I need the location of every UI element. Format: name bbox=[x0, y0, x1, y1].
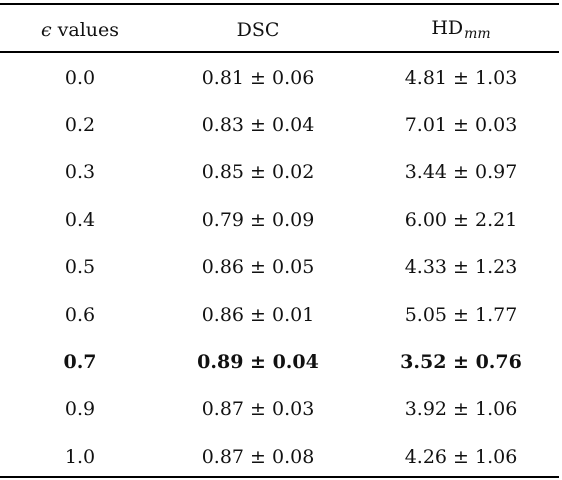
table-header: ϵ values DSC HDmm bbox=[0, 14, 559, 46]
epsilon-value-cell: 0.6 bbox=[64, 303, 96, 326]
hd-value-cell: 3.92 ± 1.06 bbox=[404, 398, 518, 421]
header-hd-subscript: mm bbox=[464, 26, 491, 42]
table-row: 0.7 0.89 ± 0.04 3.52 ± 0.76 bbox=[0, 346, 559, 378]
hd-value-cell: 3.52 ± 0.76 bbox=[400, 350, 522, 373]
hd-value-cell: 4.26 ± 1.06 bbox=[404, 445, 518, 468]
epsilon-value-cell: 0.9 bbox=[64, 398, 96, 421]
header-epsilon-label: values bbox=[51, 18, 120, 41]
hd-value-cell: 3.44 ± 0.97 bbox=[404, 161, 518, 184]
dsc-value-cell: 0.86 ± 0.05 bbox=[201, 256, 315, 279]
bottom-rule bbox=[0, 476, 559, 478]
hd-value-cell: 4.33 ± 1.23 bbox=[404, 256, 518, 279]
epsilon-value-cell: 0.2 bbox=[64, 113, 96, 136]
table-row: 0.0 0.81 ± 0.06 4.81 ± 1.03 bbox=[0, 62, 559, 94]
table-row: 0.4 0.79 ± 0.09 6.00 ± 2.21 bbox=[0, 204, 559, 236]
dsc-value-cell: 0.89 ± 0.04 bbox=[197, 350, 319, 373]
hd-value-cell: 5.05 ± 1.77 bbox=[404, 303, 518, 326]
hd-value-cell: 7.01 ± 0.03 bbox=[404, 113, 518, 136]
header-epsilon-values: ϵ values bbox=[40, 18, 120, 41]
top-rule bbox=[0, 3, 559, 5]
hd-value-cell: 6.00 ± 2.21 bbox=[404, 208, 518, 231]
dsc-value-cell: 0.79 ± 0.09 bbox=[201, 208, 315, 231]
table-row: 0.6 0.86 ± 0.01 5.05 ± 1.77 bbox=[0, 299, 559, 331]
table-row: 0.5 0.86 ± 0.05 4.33 ± 1.23 bbox=[0, 252, 559, 284]
epsilon-value-cell: 0.4 bbox=[64, 208, 96, 231]
epsilon-value-cell: 0.3 bbox=[64, 161, 96, 184]
table-row: 1.0 0.87 ± 0.08 4.26 ± 1.06 bbox=[0, 441, 559, 473]
epsilon-value-cell: 0.0 bbox=[64, 66, 96, 89]
table-row: 0.3 0.85 ± 0.02 3.44 ± 0.97 bbox=[0, 157, 559, 189]
header-rule bbox=[0, 51, 559, 53]
dsc-value-cell: 0.81 ± 0.06 bbox=[201, 66, 315, 89]
dsc-value-cell: 0.85 ± 0.02 bbox=[201, 161, 315, 184]
dsc-value-cell: 0.86 ± 0.01 bbox=[201, 303, 315, 326]
epsilon-value-cell: 1.0 bbox=[64, 445, 96, 468]
table-row: 0.2 0.83 ± 0.04 7.01 ± 0.03 bbox=[0, 109, 559, 141]
header-hd: HDmm bbox=[431, 17, 491, 42]
header-hd-base: HD bbox=[431, 17, 464, 39]
dsc-value-cell: 0.87 ± 0.08 bbox=[201, 445, 315, 468]
hd-value-cell: 4.81 ± 1.03 bbox=[404, 66, 518, 89]
epsilon-value-cell: 0.7 bbox=[63, 350, 97, 373]
epsilon-value-cell: 0.5 bbox=[64, 256, 96, 279]
dsc-value-cell: 0.87 ± 0.03 bbox=[201, 398, 315, 421]
header-dsc: DSC bbox=[236, 18, 280, 41]
epsilon-symbol: ϵ bbox=[40, 18, 52, 41]
dsc-value-cell: 0.83 ± 0.04 bbox=[201, 113, 315, 136]
table-row: 0.9 0.87 ± 0.03 3.92 ± 1.06 bbox=[0, 394, 559, 426]
